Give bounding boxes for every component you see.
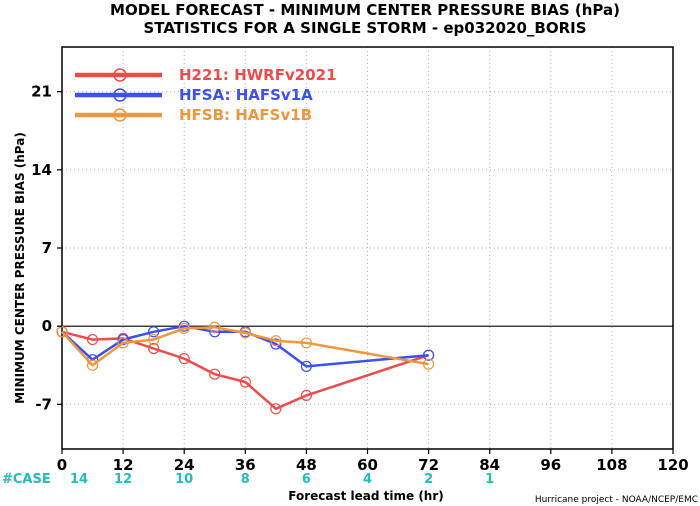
data-point <box>270 403 282 415</box>
data-point <box>270 335 282 347</box>
case-count: 4 <box>363 472 372 487</box>
x-tick-label: 120 <box>657 456 688 474</box>
data-point <box>209 321 221 333</box>
legend-label: H221: HWRFv2021 <box>179 66 337 84</box>
case-counts: 14 12 10 8 6 4 2 1 <box>70 472 494 487</box>
data-point <box>300 360 312 372</box>
y-axis-ticks: -7 0 7 14 21 <box>31 83 62 413</box>
data-point <box>148 326 160 338</box>
legend: H221: HWRFv2021 HFSA: HAFSv1A HFSB: HAFSv1… <box>75 66 337 124</box>
chart-title: MODEL FORECAST - MINIMUM CENTER PRESSURE… <box>110 1 620 19</box>
legend-marker <box>113 108 127 122</box>
series-line <box>61 330 429 411</box>
data-point <box>117 337 129 349</box>
data-point <box>86 333 99 346</box>
x-tick-label: 36 <box>235 456 256 474</box>
case-count: 12 <box>114 472 132 487</box>
grid <box>62 47 673 449</box>
x-tick-label: 0 <box>57 456 67 474</box>
case-count: 10 <box>175 472 193 487</box>
data-point <box>148 333 160 346</box>
x-axis-label: Forecast lead time (hr) <box>288 489 444 503</box>
y-axis-label: MINIMUM CENTER PRESSURE BIAS (hPa) <box>13 132 27 404</box>
data-point <box>423 358 435 370</box>
data-point <box>148 342 160 355</box>
series-layer <box>56 320 435 415</box>
x-tick-label: 48 <box>296 456 317 474</box>
legend-marker <box>113 88 127 102</box>
x-tick-label: 96 <box>540 456 561 474</box>
case-count-label: #CASE <box>2 472 51 487</box>
case-count: 14 <box>70 472 88 487</box>
y-tick-label: 14 <box>31 161 52 179</box>
y-tick-label: -7 <box>35 395 52 413</box>
data-point <box>86 359 99 371</box>
chart-subtitle: STATISTICS FOR A SINGLE STORM - ep032020… <box>143 19 586 37</box>
case-count: 6 <box>302 472 311 487</box>
data-point <box>300 389 312 401</box>
data-point <box>209 368 221 380</box>
series-line <box>61 326 429 367</box>
x-tick-label: 108 <box>596 456 627 474</box>
y-tick-label: 7 <box>42 239 52 257</box>
x-tick-label: 84 <box>479 456 500 474</box>
x-axis-ticks: 0 12 24 36 48 60 72 84 96 108 120 <box>57 449 689 474</box>
data-point <box>270 338 282 350</box>
series-3 <box>56 321 435 371</box>
x-tick-label: 60 <box>357 456 378 474</box>
credit-text: Hurricane project - NOAA/NCEP/EMC <box>535 495 698 505</box>
x-tick-label: 12 <box>113 456 134 474</box>
data-point <box>239 376 251 388</box>
legend-label: HFSA: HAFSv1A <box>179 86 313 104</box>
y-tick-label: 0 <box>42 317 52 335</box>
data-point <box>117 333 129 346</box>
case-count: 1 <box>485 472 494 487</box>
legend-marker <box>113 68 127 82</box>
data-point <box>239 327 251 339</box>
case-count: 8 <box>241 472 250 487</box>
legend-label: HFSB: HAFSv1B <box>179 106 312 124</box>
data-point <box>300 337 312 349</box>
x-tick-label: 72 <box>418 456 439 474</box>
data-point <box>178 352 190 365</box>
x-tick-label: 24 <box>174 456 195 474</box>
case-count: 2 <box>424 472 433 487</box>
data-point <box>178 322 190 334</box>
data-point <box>423 349 435 361</box>
y-tick-label: 21 <box>31 83 52 101</box>
